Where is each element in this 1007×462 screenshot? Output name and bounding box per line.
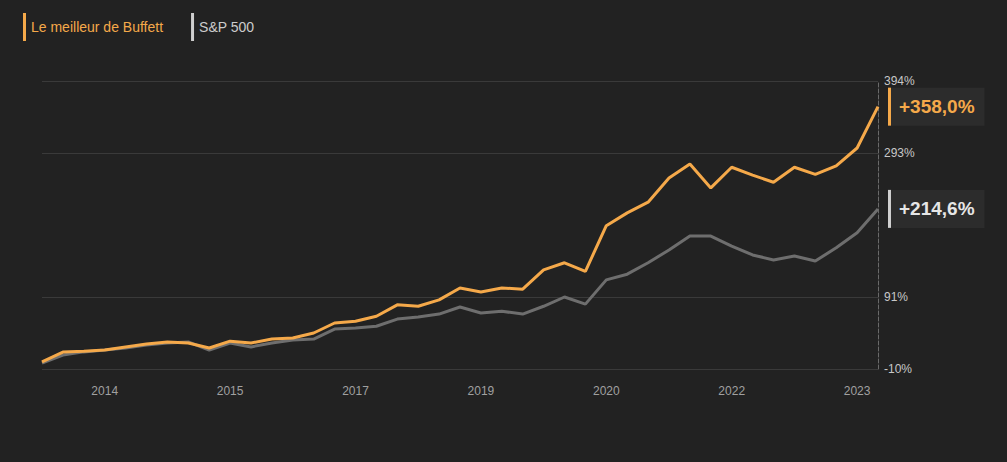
svg-text:2014: 2014 (91, 384, 118, 398)
svg-text:+214,6%: +214,6% (899, 198, 975, 219)
svg-text:2022: 2022 (718, 384, 745, 398)
svg-text:Le meilleur de Buffett: Le meilleur de Buffett (31, 19, 163, 35)
svg-text:2020: 2020 (593, 384, 620, 398)
svg-text:S&P 500: S&P 500 (199, 19, 254, 35)
svg-text:2019: 2019 (468, 384, 495, 398)
svg-text:-10%: -10% (884, 362, 912, 376)
svg-text:293%: 293% (884, 146, 915, 160)
svg-text:91%: 91% (884, 290, 908, 304)
svg-text:394%: 394% (884, 74, 915, 88)
svg-text:+358,0%: +358,0% (899, 96, 975, 117)
svg-text:2015: 2015 (217, 384, 244, 398)
svg-text:2023: 2023 (844, 384, 871, 398)
svg-text:2017: 2017 (342, 384, 369, 398)
